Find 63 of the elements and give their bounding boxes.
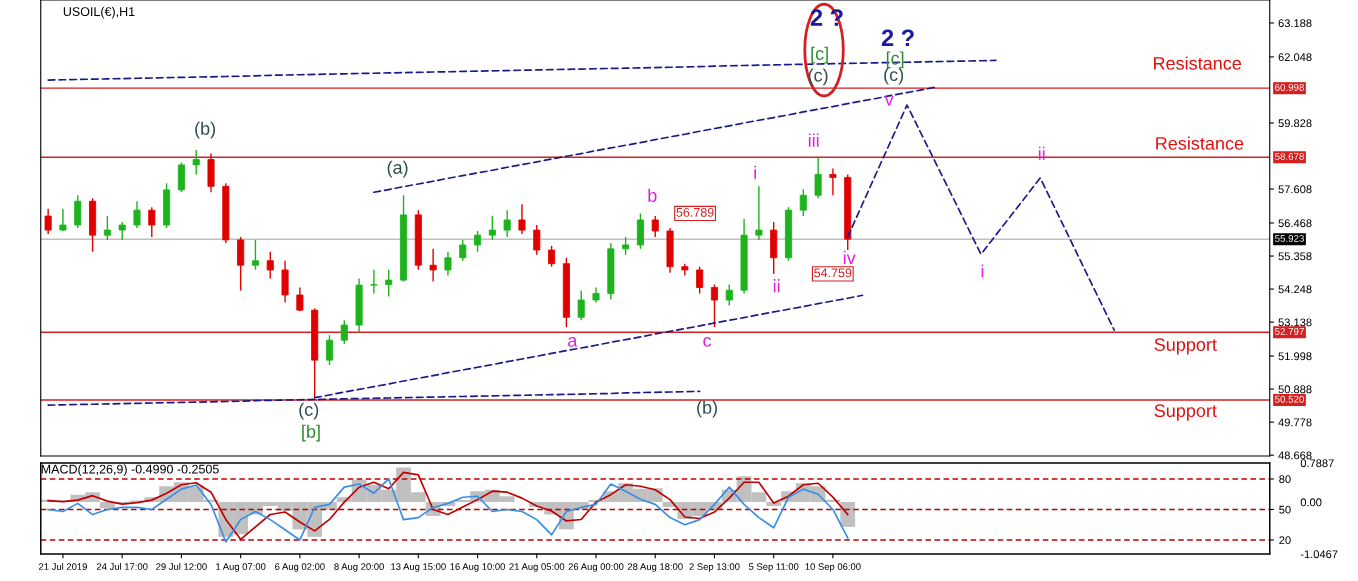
ref-line-label: 52.797 xyxy=(1275,327,1304,335)
y-tick-label: -1.0467 xyxy=(1300,550,1338,559)
x-tick-label: 8 Aug 20:00 xyxy=(334,563,384,572)
x-tick-label: 21 Aug 05:00 xyxy=(509,563,565,572)
y-tick-label: 51.998 xyxy=(1278,352,1312,361)
y-tick-label: 62.048 xyxy=(1278,53,1312,62)
annotation: Support xyxy=(1154,404,1217,421)
ref-line-label: 58.678 xyxy=(1275,152,1304,160)
x-tick-label: 1 Aug 07:00 xyxy=(216,563,266,572)
x-tick-label: 2 Sep 13:00 xyxy=(689,563,740,572)
annotation: (a) xyxy=(387,160,408,178)
annotation: ii xyxy=(1038,146,1045,160)
x-tick-label: 5 Sep 11:00 xyxy=(748,563,799,572)
y2-tick-label: 20 xyxy=(1279,536,1291,545)
y2-tick-label: 50 xyxy=(1279,505,1291,514)
annotation: 2 ? xyxy=(881,29,914,46)
ref-line-label: 50.520 xyxy=(1275,395,1304,403)
annotation: (b) xyxy=(697,400,717,418)
y2-tick-label: 80 xyxy=(1279,475,1291,484)
text: USOIL(€),H1 xyxy=(63,6,135,19)
y-tick-label: 55.358 xyxy=(1278,252,1312,261)
x-tick-label: 13 Aug 15:00 xyxy=(391,563,446,572)
annotation: a xyxy=(568,336,578,347)
annotation: c xyxy=(703,336,712,347)
chart-title: MACD(12,26,9) -0.4990 -0.2505 xyxy=(41,464,219,477)
annotation: Support xyxy=(1154,338,1217,355)
annotation: 54.759 xyxy=(814,268,852,278)
annotation: i xyxy=(981,264,984,278)
annotation: [c] xyxy=(811,46,828,64)
ref-line-label: 55.923 xyxy=(1275,234,1304,242)
annotation: (b) xyxy=(195,121,216,139)
x-tick-label: 10 Sep 06:00 xyxy=(805,563,861,572)
annotation: iv xyxy=(843,250,856,264)
y-tick-label: 57.608 xyxy=(1278,185,1312,194)
y-tick-label: 49.778 xyxy=(1278,418,1312,427)
x-tick-label: 16 Aug 10:00 xyxy=(450,563,506,572)
annotation: i xyxy=(754,165,756,179)
annotation: b xyxy=(648,188,657,202)
annotation: Resistance xyxy=(1154,56,1242,70)
annotation: 56.789 xyxy=(676,207,714,217)
annotation: (c) xyxy=(884,67,904,85)
y-tick-label: 53.138 xyxy=(1278,318,1312,327)
y-tick-label: 59.828 xyxy=(1278,119,1312,128)
ref-line-label: 60.998 xyxy=(1275,83,1304,91)
y-tick-label: 48.668 xyxy=(1278,451,1312,460)
y-tick-label: 50.888 xyxy=(1278,385,1312,394)
annotation: iii xyxy=(808,133,819,147)
y-tick-label: 54.248 xyxy=(1278,285,1312,294)
x-tick-label: 26 Aug 00:00 xyxy=(568,563,624,572)
annotation: ii xyxy=(773,279,780,293)
annotation: (c) xyxy=(299,402,319,420)
annotation: v xyxy=(884,96,894,106)
x-tick-label: 6 Aug 02:00 xyxy=(275,563,325,572)
x-tick-label: 24 Jul 17:00 xyxy=(96,563,148,570)
y-tick-label: 63.188 xyxy=(1278,19,1312,28)
y-tick-label: 0.7887 xyxy=(1300,459,1334,468)
y-tick-label: 56.468 xyxy=(1278,219,1312,228)
annotation: Resistance xyxy=(1156,136,1244,150)
x-tick-label: 29 Jul 12:00 xyxy=(156,563,207,570)
x-tick-label: 21 Jul 2019 xyxy=(39,563,87,570)
annotation: [b] xyxy=(302,424,320,442)
y-tick-label: 0.00 xyxy=(1300,498,1322,507)
x-tick-label: 28 Aug 18:00 xyxy=(627,563,683,572)
